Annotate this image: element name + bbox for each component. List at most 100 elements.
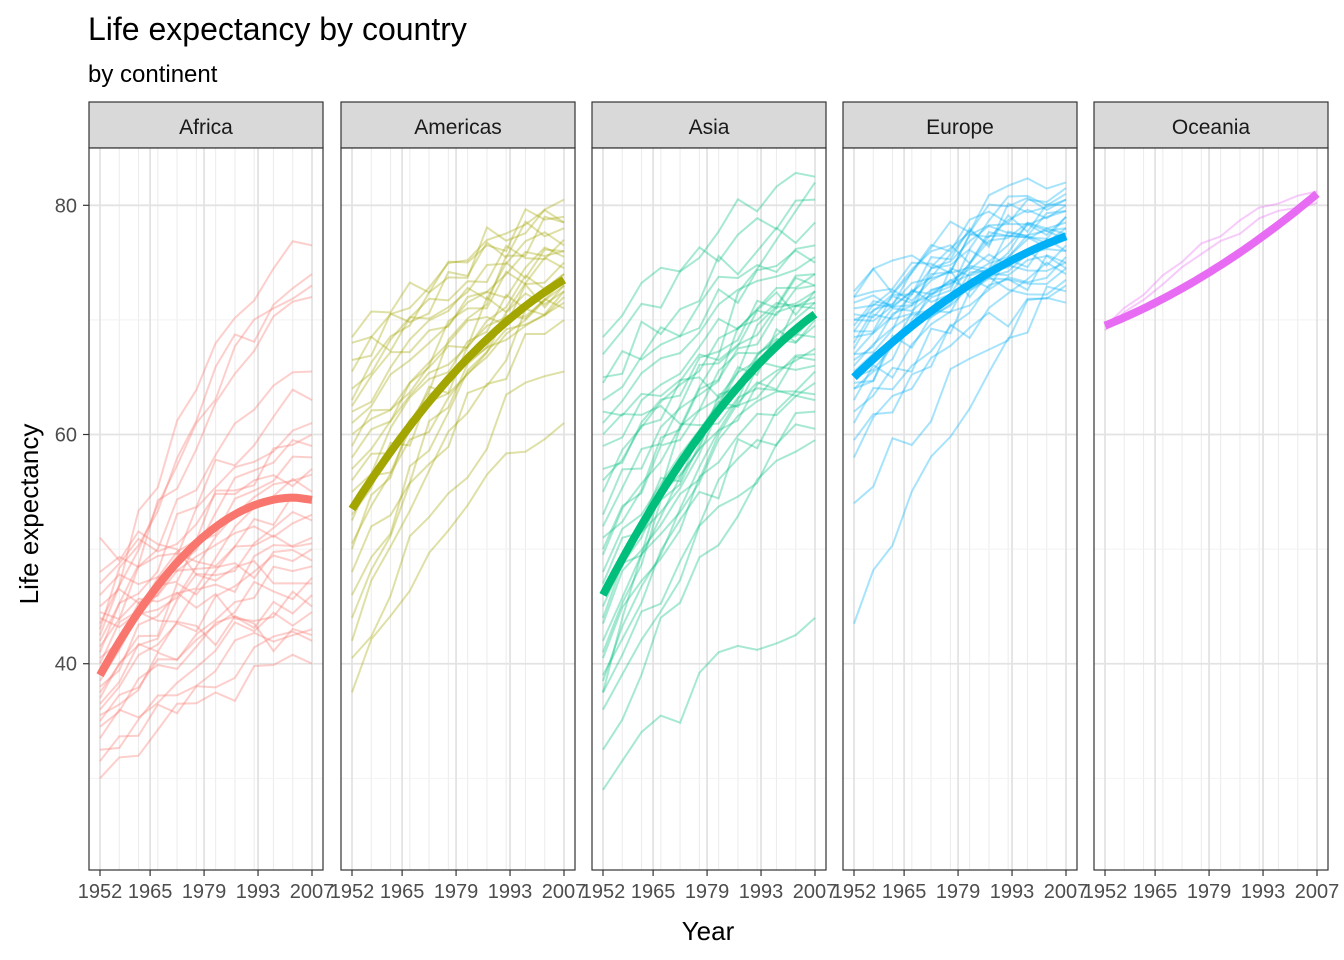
country-line	[853, 237, 1067, 298]
panel-border	[1093, 147, 1329, 871]
country-line	[853, 210, 1067, 350]
country-line	[99, 370, 313, 648]
country-line	[99, 530, 313, 585]
panel-border	[340, 147, 576, 871]
country-line	[853, 187, 1067, 327]
trend-line	[599, 310, 818, 597]
trend-line	[1103, 190, 1320, 330]
country-line	[602, 256, 816, 424]
y-tick-label: 80	[55, 195, 77, 217]
country-line	[351, 220, 565, 361]
country-line	[602, 390, 816, 676]
country-line	[351, 290, 565, 573]
country-line	[99, 653, 313, 779]
country-line	[99, 536, 313, 705]
country-line	[853, 204, 1067, 344]
country-line	[351, 301, 565, 619]
x-tick-label: 1993	[990, 881, 1035, 903]
facet-panel-americas: Americas 1952 1965 1979 1993 2007	[330, 101, 587, 903]
country-line	[351, 215, 565, 550]
country-line	[99, 513, 313, 596]
country-line	[853, 196, 1067, 298]
x-tick-label: 1979	[1187, 881, 1232, 903]
country-line	[351, 284, 565, 544]
x-tick-label: 1965	[882, 881, 927, 903]
x-tick-label: 1993	[739, 881, 784, 903]
country-line	[1104, 202, 1318, 331]
x-tick-label: 2007	[1044, 881, 1089, 903]
country-line	[351, 370, 565, 659]
country-line	[602, 221, 816, 379]
country-line	[351, 273, 565, 458]
y-tick-label: 40	[55, 654, 77, 676]
country-line	[602, 296, 816, 516]
country-line	[853, 254, 1067, 310]
country-line	[853, 227, 1067, 367]
country-line	[351, 207, 565, 338]
country-line	[853, 203, 1067, 322]
facet-label: Europe	[926, 116, 994, 139]
country-line	[99, 493, 313, 693]
country-line	[351, 250, 565, 407]
facet-panel-europe: Europe 1952 1965 1979 1993 2007	[832, 101, 1089, 903]
country-line	[351, 208, 565, 344]
country-line	[602, 273, 816, 447]
trend-line	[96, 493, 313, 678]
facet-strip	[591, 101, 827, 149]
country-line	[853, 177, 1067, 321]
chart-subtitle: by continent	[88, 61, 218, 88]
country-line	[351, 238, 565, 372]
country-line	[602, 284, 816, 527]
x-tick-label: 1979	[936, 881, 981, 903]
facet-label: Americas	[414, 116, 502, 139]
country-line	[853, 256, 1067, 401]
country-line	[602, 301, 816, 682]
country-line	[99, 388, 313, 653]
country-line	[853, 234, 1067, 295]
y-tick-label: 60	[55, 425, 77, 447]
country-line	[602, 360, 816, 417]
country-line	[602, 249, 816, 384]
x-tick-label: 1965	[380, 881, 425, 903]
x-tick-label: 1952	[832, 881, 877, 903]
x-tick-label: 1979	[182, 881, 227, 903]
country-line	[99, 565, 313, 717]
trend-line	[851, 232, 1068, 381]
x-tick-label: 1993	[1241, 881, 1286, 903]
facet-panel-africa: Africa 1952 1965 1979 1993 2007 40 60 80	[55, 101, 335, 903]
panel-background	[89, 148, 323, 870]
country-line	[351, 282, 565, 436]
x-tick-label: 2007	[290, 881, 335, 903]
country-line	[602, 301, 816, 539]
country-line	[602, 439, 816, 751]
country-line	[351, 319, 565, 642]
country-line	[602, 198, 816, 355]
country-line	[99, 273, 313, 630]
country-line	[602, 423, 816, 711]
panel-background	[592, 148, 826, 870]
country-line	[99, 630, 313, 762]
country-line	[853, 210, 1067, 390]
country-line	[1104, 190, 1318, 328]
country-line	[602, 617, 816, 791]
panel-border	[842, 147, 1078, 871]
panel-background	[341, 148, 575, 870]
country-line	[602, 355, 816, 624]
country-line	[351, 248, 565, 413]
x-tick-label: 2007	[542, 881, 587, 903]
panel-border	[591, 147, 827, 871]
country-line	[99, 240, 313, 625]
country-line	[602, 382, 816, 659]
country-line	[351, 422, 565, 693]
country-line	[99, 510, 313, 699]
x-axis-title: Year	[682, 916, 735, 946]
facet-strip	[88, 101, 324, 149]
facet-panel-asia: Asia 1952 1965 1979 1993 2007	[581, 101, 837, 903]
country-line	[853, 285, 1067, 624]
facet-label: Oceania	[1172, 116, 1251, 139]
country-line	[853, 275, 1067, 319]
facet-panel-oceania: Oceania 1952 1965 1979 1993 2007	[1083, 101, 1339, 903]
panel-background	[843, 148, 1077, 870]
x-tick-label: 1979	[685, 881, 730, 903]
